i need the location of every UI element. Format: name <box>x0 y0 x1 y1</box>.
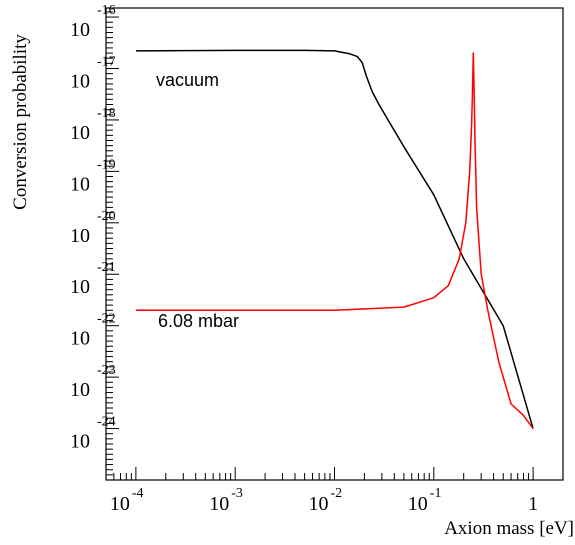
y-tick-exp-2: -18 <box>97 106 116 121</box>
x-tick-label-3: 10 <box>408 493 428 515</box>
y-tick-label-3: 10 <box>70 173 90 195</box>
major-ticks <box>106 16 534 480</box>
y-tick-exp-4: -20 <box>97 209 116 224</box>
x-tick-label-4: 1 <box>528 493 538 515</box>
series-line-1 <box>135 52 534 430</box>
x-tick-labels: 10 -4 10 -3 10 -2 10 -1 1 <box>110 486 538 515</box>
y-tick-label-6: 10 <box>70 328 90 350</box>
x-tick-exp-1: -3 <box>231 486 243 501</box>
y-tick-exp-8: -24 <box>97 415 116 430</box>
y-tick-exp-0: -16 <box>97 3 116 18</box>
y-tick-exp-3: -19 <box>97 157 116 172</box>
x-tick-exp-3: -1 <box>430 486 442 501</box>
x-tick-label-1: 10 <box>209 493 229 515</box>
y-tick-label-2: 10 <box>70 122 90 144</box>
y-tick-label-7: 10 <box>70 379 90 401</box>
y-tick-label-0: 10 <box>70 19 90 41</box>
x-tick-exp-0: -4 <box>132 486 144 501</box>
x-tick-label-0: 10 <box>110 493 130 515</box>
y-tick-labels: 10 -16 10 -17 10 -18 10 -19 10 -20 10 -21 10 -22 10 -23… <box>70 3 116 453</box>
x-tick-label-2: 10 <box>309 493 329 515</box>
y-tick-exp-6: -22 <box>97 312 116 327</box>
series-label-vacuum: vacuum <box>156 70 219 90</box>
x-axis-title: Axion mass [eV] <box>444 518 574 539</box>
series-label-6-08-mbar: 6.08 mbar <box>158 311 239 331</box>
y-tick-exp-5: -21 <box>97 260 116 275</box>
y-tick-label-5: 10 <box>70 276 90 298</box>
y-tick-label-1: 10 <box>70 70 90 92</box>
x-tick-exp-2: -2 <box>331 486 343 501</box>
y-tick-exp-7: -23 <box>97 363 116 378</box>
series-lines <box>135 49 534 430</box>
y-tick-label-4: 10 <box>70 225 90 247</box>
series-line-0 <box>135 49 534 429</box>
minor-ticks <box>105 11 564 480</box>
y-tick-exp-1: -17 <box>97 54 116 69</box>
y-tick-label-8: 10 <box>70 431 90 453</box>
y-axis-title: Conversion probability <box>10 34 31 210</box>
